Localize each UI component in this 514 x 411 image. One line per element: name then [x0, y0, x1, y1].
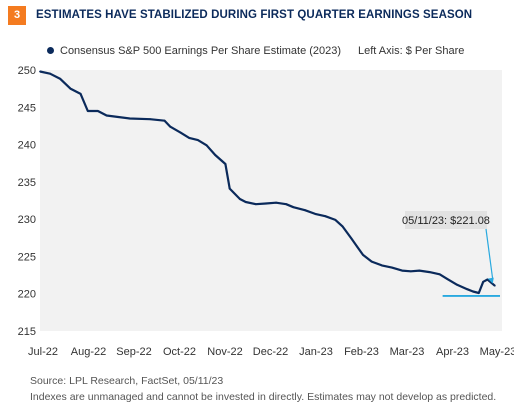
data-point	[466, 288, 469, 291]
data-point	[418, 269, 421, 272]
data-point	[446, 277, 448, 280]
chart-title: ESTIMATES HAVE STABILIZED DURING FIRST Q…	[36, 9, 473, 21]
data-point	[79, 93, 82, 95]
x-tick-label: May-23	[480, 346, 514, 358]
data-point	[341, 225, 344, 228]
data-point	[265, 202, 267, 205]
y-tick-label: 235	[18, 177, 36, 189]
x-tick-label: Apr-23	[436, 346, 469, 358]
data-point	[391, 266, 393, 269]
data-point	[486, 278, 489, 281]
data-point	[69, 87, 72, 90]
data-point	[304, 209, 306, 212]
data-point	[285, 203, 288, 206]
data-point	[292, 206, 295, 209]
x-tick-label: Jan-23	[299, 346, 333, 358]
chart-number-badge: 3	[8, 6, 26, 25]
y-tick-label: 230	[18, 214, 36, 226]
data-point	[228, 187, 231, 190]
data-point	[356, 245, 359, 248]
data-point	[493, 284, 496, 287]
x-tick-label: Dec-22	[253, 346, 288, 358]
data-point	[149, 118, 152, 121]
callout-arrowhead	[487, 277, 494, 284]
legend: Consensus S&P 500 Earnings Per Share Est…	[47, 45, 341, 57]
data-point	[324, 215, 327, 218]
source-note: Source: LPL Research, FactSet, 05/11/23	[30, 375, 224, 387]
data-point	[362, 254, 364, 256]
x-tick-label: Mar-23	[390, 346, 425, 358]
data-point	[197, 139, 199, 142]
data-point	[117, 116, 120, 118]
data-point	[275, 201, 277, 204]
data-point	[254, 203, 257, 206]
data-point	[428, 271, 431, 273]
x-tick-label: Jul-22	[28, 346, 58, 358]
x-tick-label: Aug-22	[71, 346, 106, 358]
data-point	[105, 114, 108, 117]
x-tick-label: Sep-22	[116, 346, 151, 358]
data-point	[169, 125, 172, 128]
axis-note: Left Axis: $ Per Share	[358, 45, 465, 57]
data-point	[128, 117, 131, 120]
data-point	[472, 290, 474, 293]
y-tick-label: 220	[18, 289, 36, 301]
data-point	[438, 273, 441, 276]
y-tick-label: 215	[18, 326, 36, 338]
callout-label: 05/11/23: $221.08	[402, 215, 490, 227]
x-tick-label: Oct-22	[163, 346, 196, 358]
data-point	[39, 70, 41, 73]
data-point	[401, 269, 403, 272]
data-point	[163, 119, 166, 122]
y-tick-label: 245	[18, 102, 36, 114]
data-point	[477, 292, 480, 294]
data-point	[350, 237, 353, 240]
data-point	[205, 144, 208, 147]
data-point	[482, 280, 485, 283]
data-point	[49, 72, 51, 75]
data-point	[59, 78, 62, 80]
y-tick-label: 225	[18, 251, 36, 263]
data-point	[456, 283, 458, 286]
callout-box	[405, 211, 487, 229]
data-point	[86, 110, 89, 112]
legend-swatch	[47, 47, 54, 54]
plot-area	[40, 70, 502, 331]
callout-leader-line	[485, 228, 494, 280]
data-point	[97, 110, 99, 112]
x-tick-label: Nov-22	[207, 346, 242, 358]
legend-series-label: Consensus S&P 500 Earnings Per Share Est…	[60, 45, 342, 57]
data-point	[188, 137, 191, 139]
data-point	[380, 264, 383, 267]
data-point	[314, 213, 317, 215]
disclaimer-note: Indexes are unmanaged and cannot be inve…	[30, 391, 497, 403]
data-point	[334, 219, 337, 221]
data-point	[409, 270, 412, 273]
data-point	[179, 131, 182, 134]
data-point	[244, 201, 247, 203]
data-point	[214, 154, 217, 156]
data-point	[370, 260, 373, 263]
y-tick-label: 240	[18, 140, 36, 152]
data-point	[224, 163, 227, 165]
x-tick-label: Feb-23	[344, 346, 379, 358]
y-tick-label: 250	[18, 65, 36, 77]
data-point	[239, 198, 241, 200]
